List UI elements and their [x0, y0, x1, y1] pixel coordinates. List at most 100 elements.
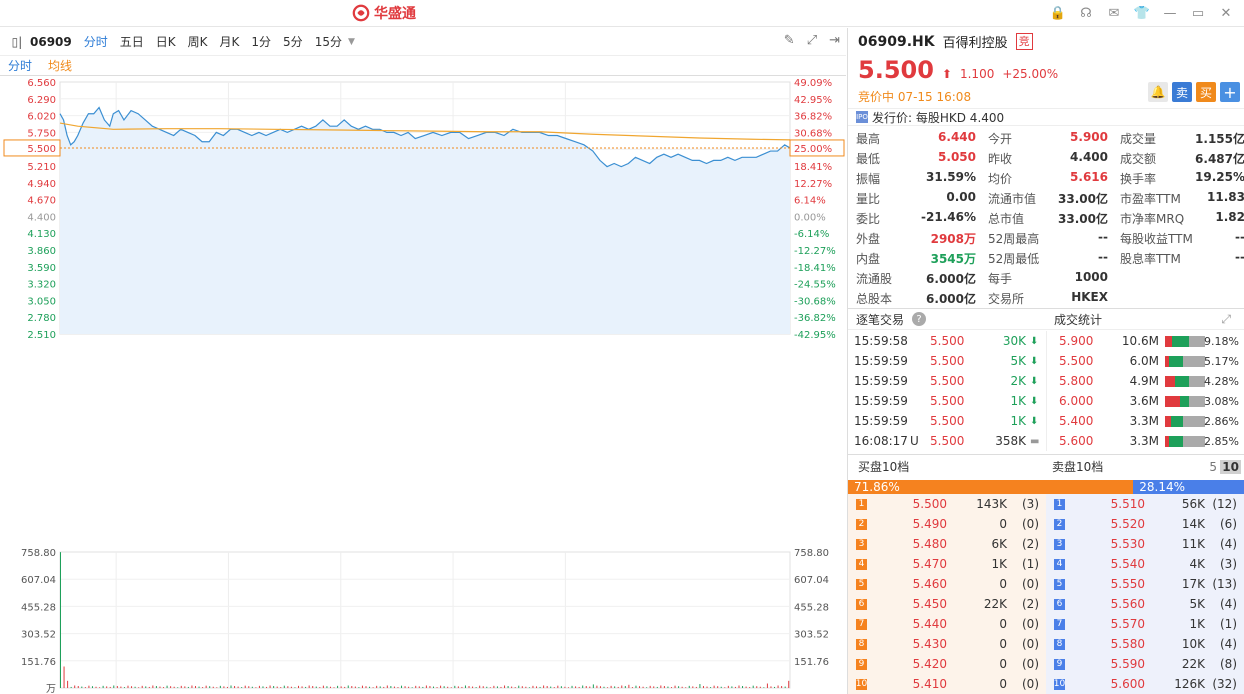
tab-2[interactable]: 日K [155, 35, 176, 49]
stat-value: -- [1098, 249, 1108, 264]
lock-icon[interactable]: 🔒 [1049, 5, 1067, 21]
book-price: 5.490 [912, 517, 947, 531]
tab-7[interactable]: 15分 [314, 35, 342, 49]
neutral-segment [1188, 395, 1205, 407]
ask-ratio-bar: 28.14% [1133, 480, 1244, 494]
volume-tick-right: 303.52 [794, 630, 829, 641]
volume-bar [212, 686, 214, 688]
buy-segment [1165, 375, 1175, 387]
book-price: 5.580 [1110, 637, 1145, 651]
pct-tick: -24.55% [794, 280, 836, 291]
tab-3[interactable]: 周K [187, 35, 208, 49]
intraday-label[interactable]: 分时 [8, 59, 33, 73]
depth-5-toggle[interactable]: 5 [1209, 459, 1217, 474]
volume-bar [127, 685, 129, 688]
volume-bar [550, 686, 552, 688]
buy-segment [1165, 415, 1171, 427]
stat-value: 5.900 [1070, 129, 1108, 144]
neutral-segment [1183, 415, 1205, 427]
volume-bar [731, 686, 733, 688]
volume-bar [528, 687, 530, 688]
volume-bar [230, 685, 232, 688]
orderbook-row: 10 5.410 0 (0) [848, 674, 1046, 694]
volume-bar [557, 685, 559, 688]
volume-bar [244, 685, 246, 688]
headset-icon[interactable]: ☊ [1080, 5, 1092, 21]
orderbook-row: 5 5.550 17K (13) [1046, 574, 1244, 594]
price-area-fill [60, 107, 790, 334]
price-tick: 3.050 [27, 296, 56, 307]
book-count: (13) [1212, 577, 1237, 591]
tab-1[interactable]: 五日 [119, 35, 144, 49]
bell-icon[interactable]: 🔔 [1148, 82, 1168, 102]
book-count: (0) [1022, 517, 1039, 531]
stat-label: 均价 [988, 171, 1013, 186]
add-watchlist-button[interactable]: + [1220, 82, 1240, 102]
skin-icon[interactable]: 👕 [1133, 5, 1151, 21]
trade-time: 15:59:59 [854, 354, 908, 368]
intraday-chart[interactable]: 6.560 49.09% 6.290 42.95% 6.020 36.82% 5.750 30… [0, 76, 846, 694]
volume-tick: 303.52 [21, 630, 56, 641]
volume-bar [84, 687, 86, 688]
volume-bar [507, 686, 509, 688]
stat-value: 1000 [1074, 269, 1108, 284]
stat-cell: 均价 5.616 [980, 170, 1112, 187]
trade-volume: 358K [995, 434, 1026, 448]
volume-bar [209, 686, 211, 688]
volume-bar [287, 686, 289, 688]
stat-volume: 4.9M [1129, 374, 1159, 388]
current-price-label: 5.500 [27, 144, 56, 155]
help-icon[interactable]: ? [912, 312, 927, 326]
volume-bar [660, 685, 662, 688]
depth-10-toggle[interactable]: 10 [1220, 459, 1241, 474]
ma-label[interactable]: 均线 [48, 59, 73, 73]
close-icon[interactable]: ✕ [1220, 5, 1232, 21]
volume-bar [273, 686, 275, 688]
trades-title: 逐笔交易 [856, 312, 905, 327]
volume-tick-right: 455.28 [794, 602, 829, 613]
draw-pen-icon[interactable]: ✎ [783, 33, 795, 48]
trade-stat-row: 5.500 6.0M 5.17% [1047, 351, 1244, 371]
stat-cell: 换手率 19.25% [1112, 170, 1244, 187]
maximize-icon[interactable]: ▭ [1191, 5, 1205, 21]
pct-tick: -18.41% [794, 263, 836, 274]
tab-0[interactable]: 分时 [83, 35, 108, 49]
book-volume: 0 [999, 637, 1007, 651]
buy-segment [1165, 335, 1173, 347]
stat-price: 5.900 [1059, 334, 1094, 348]
stat-label: 52周最高 [988, 231, 1040, 246]
mail-icon[interactable]: ✉ [1108, 5, 1120, 21]
tab-6[interactable]: 5分 [283, 35, 303, 49]
ipo-icon: IPO [856, 111, 868, 123]
tab-5[interactable]: 1分 [251, 35, 272, 49]
trade-row: 15:59:59 5.500 1K ⬇ [848, 391, 1044, 411]
volume-bar [649, 685, 651, 688]
volume-bar [504, 685, 506, 688]
volume-bar [358, 687, 360, 688]
fullscreen-icon[interactable]: ⤢ [806, 33, 818, 48]
arrow-down-icon: ⬇ [1030, 335, 1039, 347]
collapse-panel-icon[interactable]: ▯| [11, 34, 23, 49]
minimize-icon[interactable]: — [1163, 5, 1177, 21]
book-volume: 11K [1181, 537, 1205, 551]
volume-bar [589, 686, 591, 688]
stat-value: 5.050 [938, 149, 976, 164]
pct-tick: -6.14% [794, 229, 829, 240]
expand-icon[interactable]: ⤢ [1221, 311, 1231, 326]
level-badge: 8 [856, 638, 867, 650]
trade-price: 5.500 [930, 434, 965, 448]
buy-button[interactable]: 买 [1196, 82, 1216, 102]
stat-label: 最高 [856, 131, 881, 146]
stat-cell: 总市值 33.00亿 [980, 210, 1112, 227]
volume-bar [340, 686, 342, 688]
book-count: (0) [1022, 637, 1039, 651]
volume-bar [692, 686, 694, 688]
stat-cell: 流通市值 33.00亿 [980, 190, 1112, 207]
expand-panel-icon[interactable]: ⇥ [829, 33, 840, 48]
stat-value: 31.59% [926, 169, 976, 184]
stat-title: 成交统计 [1054, 312, 1103, 327]
tab-4[interactable]: 月K [219, 35, 240, 49]
book-count: (0) [1022, 577, 1039, 591]
sell-button[interactable]: 卖 [1172, 82, 1192, 102]
chevron-down-icon[interactable]: ▼ [347, 36, 355, 47]
